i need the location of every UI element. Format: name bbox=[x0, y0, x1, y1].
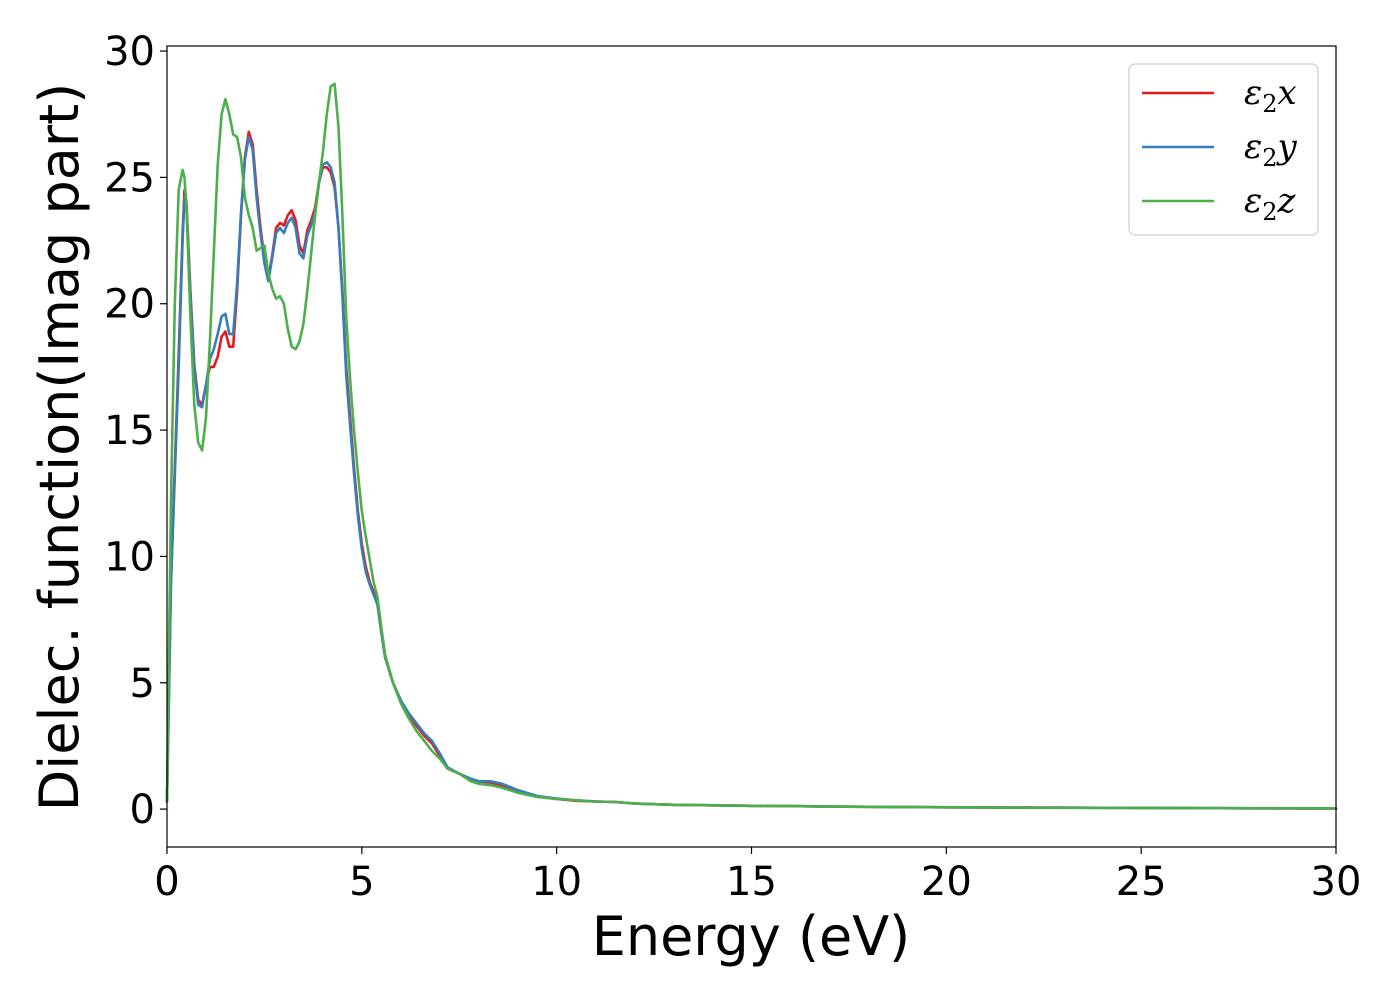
legend-label-x: ε2x bbox=[1244, 73, 1297, 118]
legend-label-main: ε bbox=[1244, 73, 1262, 113]
legend-label-sub: 2 bbox=[1262, 144, 1277, 172]
x-tick-label: 30 bbox=[1311, 859, 1362, 905]
x-axis-label: Energy (eV) bbox=[592, 905, 911, 968]
legend-label-y: ε2y bbox=[1244, 127, 1298, 172]
y-axis-ticks: 0 5 10 15 20 25 30 bbox=[104, 29, 167, 833]
series-line-z bbox=[165, 82, 1338, 810]
y-tick-label: 0 bbox=[130, 787, 155, 833]
legend-label-comp: y bbox=[1276, 127, 1298, 167]
y-tick-label: 10 bbox=[104, 534, 155, 580]
x-tick-label: 15 bbox=[726, 859, 777, 905]
legend-box bbox=[1128, 63, 1319, 236]
y-tick-label: 30 bbox=[104, 29, 155, 75]
y-tick-label: 5 bbox=[130, 661, 155, 707]
legend-label-z: ε2z bbox=[1244, 181, 1297, 226]
y-axis-label: Dielec. function(Imag part) bbox=[28, 83, 91, 812]
y-tick-label: 25 bbox=[104, 155, 155, 201]
legend-label-main: ε bbox=[1244, 127, 1262, 167]
x-tick-label: 25 bbox=[1116, 859, 1167, 905]
series-layer bbox=[165, 82, 1338, 810]
y-tick-label: 15 bbox=[104, 408, 155, 454]
y-tick-label: 20 bbox=[104, 282, 155, 328]
x-tick-label: 20 bbox=[921, 859, 972, 905]
legend-label-sub: 2 bbox=[1262, 90, 1277, 118]
legend-label-main: ε bbox=[1244, 181, 1262, 221]
legend-label-sub: 2 bbox=[1262, 198, 1277, 226]
x-axis-ticks: 0 5 10 15 20 25 30 bbox=[154, 847, 1361, 905]
x-tick-label: 10 bbox=[531, 859, 582, 905]
x-tick-label: 5 bbox=[349, 859, 374, 905]
legend-label-comp: z bbox=[1277, 181, 1297, 221]
legend-label-comp: x bbox=[1278, 73, 1297, 113]
x-tick-label: 0 bbox=[154, 859, 179, 905]
